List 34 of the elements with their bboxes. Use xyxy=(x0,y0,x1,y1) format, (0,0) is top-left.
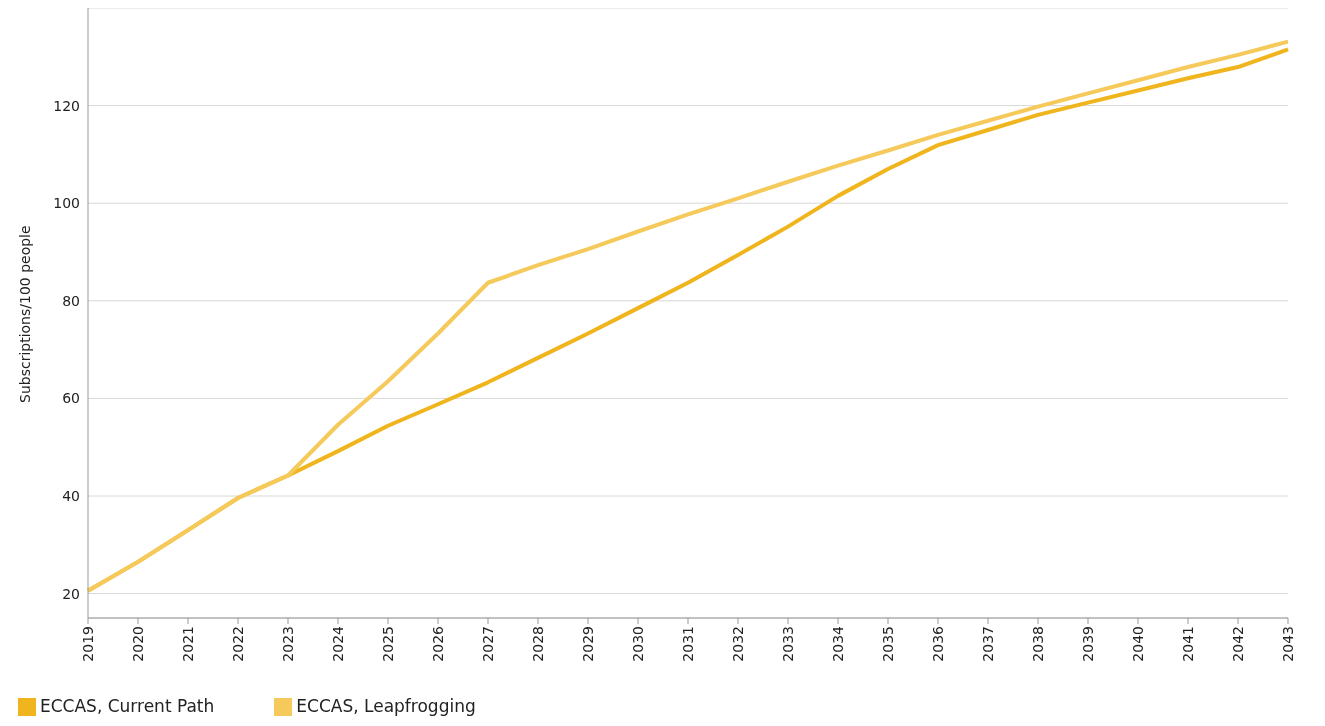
x-tick-label: 2040 xyxy=(1129,626,1146,662)
x-tick-label: 2032 xyxy=(729,626,746,662)
x-tick-label: 2031 xyxy=(679,626,696,662)
x-tick-label: 2019 xyxy=(79,626,96,662)
x-tick-label: 2034 xyxy=(829,625,846,662)
x-tick-label: 2043 xyxy=(1279,626,1296,662)
x-tick-label: 2029 xyxy=(579,626,596,662)
y-tick-label: 120 xyxy=(53,97,80,114)
x-tick-label: 2025 xyxy=(379,626,396,662)
x-tick-label: 2023 xyxy=(279,626,296,662)
x-tick-label: 2026 xyxy=(429,625,446,662)
x-tick-label: 2037 xyxy=(979,626,996,662)
x-tick-label: 2020 xyxy=(129,626,146,662)
x-tick-label: 2041 xyxy=(1179,626,1196,662)
y-tick-label: 40 xyxy=(62,487,80,504)
legend-label: ECCAS, Leapfrogging xyxy=(296,696,476,716)
legend-label: ECCAS, Current Path xyxy=(40,696,215,716)
y-tick-label: 100 xyxy=(53,195,80,212)
x-tick-label: 2036 xyxy=(929,625,946,662)
y-tick-label: 60 xyxy=(62,390,80,407)
x-tick-label: 2021 xyxy=(179,626,196,662)
y-tick-label: 20 xyxy=(62,585,80,602)
y-axis-title: Subscriptions/100 people xyxy=(16,225,33,403)
x-tick-label: 2028 xyxy=(529,626,546,662)
x-tick-label: 2022 xyxy=(229,626,246,662)
x-tick-label: 2027 xyxy=(479,626,496,662)
x-tick-label: 2038 xyxy=(1029,626,1046,662)
x-tick-label: 2039 xyxy=(1079,626,1096,662)
x-tick-label: 2024 xyxy=(329,625,346,662)
x-tick-label: 2035 xyxy=(879,626,896,662)
x-tick-label: 2030 xyxy=(629,626,646,662)
x-tick-label: 2033 xyxy=(779,626,796,662)
y-tick-label: 80 xyxy=(62,292,80,309)
x-tick-label: 2042 xyxy=(1229,626,1246,662)
